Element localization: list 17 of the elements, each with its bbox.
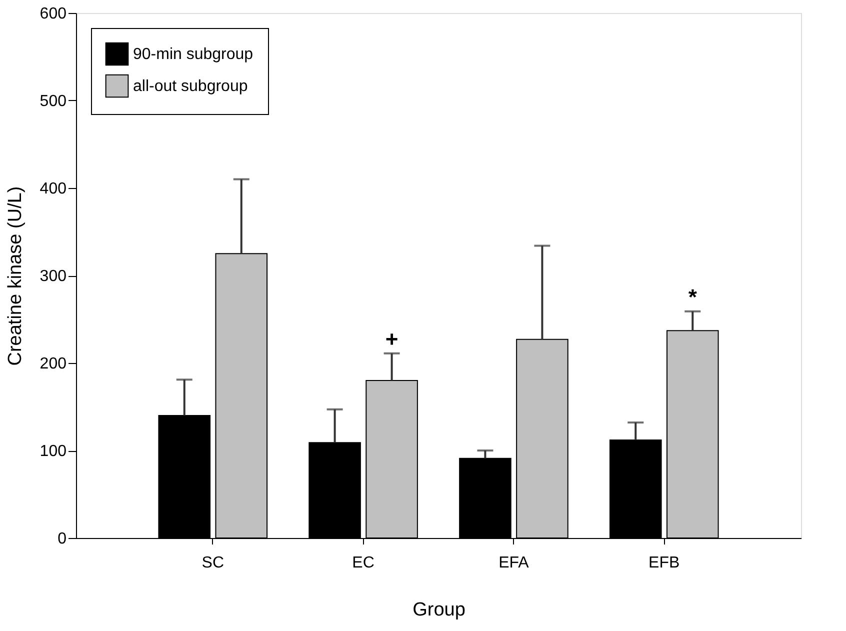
x-tick-label: EFB — [648, 554, 680, 572]
legend-label: 90-min subgroup — [133, 46, 254, 63]
x-tick-label: EFA — [498, 554, 530, 572]
data-label: + — [385, 326, 398, 352]
y-tick-label: 300 — [40, 268, 67, 285]
legend-label: all-out subgroup — [133, 78, 248, 95]
x-tick-label: SC — [202, 554, 224, 572]
y-axis-title: Creatine kinase (U/L) — [4, 186, 26, 366]
y-tick-label: 0 — [58, 530, 67, 548]
y-tick-label: 400 — [40, 180, 67, 198]
y-tick-label: 100 — [40, 443, 67, 460]
y-tick-label: 200 — [40, 356, 67, 372]
y-tick-label: 500 — [40, 93, 67, 110]
data-label: * — [688, 284, 698, 310]
x-tick-label: EC — [352, 554, 374, 572]
y-tick-label: 600 — [40, 6, 67, 22]
x-axis-title: Group — [412, 600, 466, 620]
